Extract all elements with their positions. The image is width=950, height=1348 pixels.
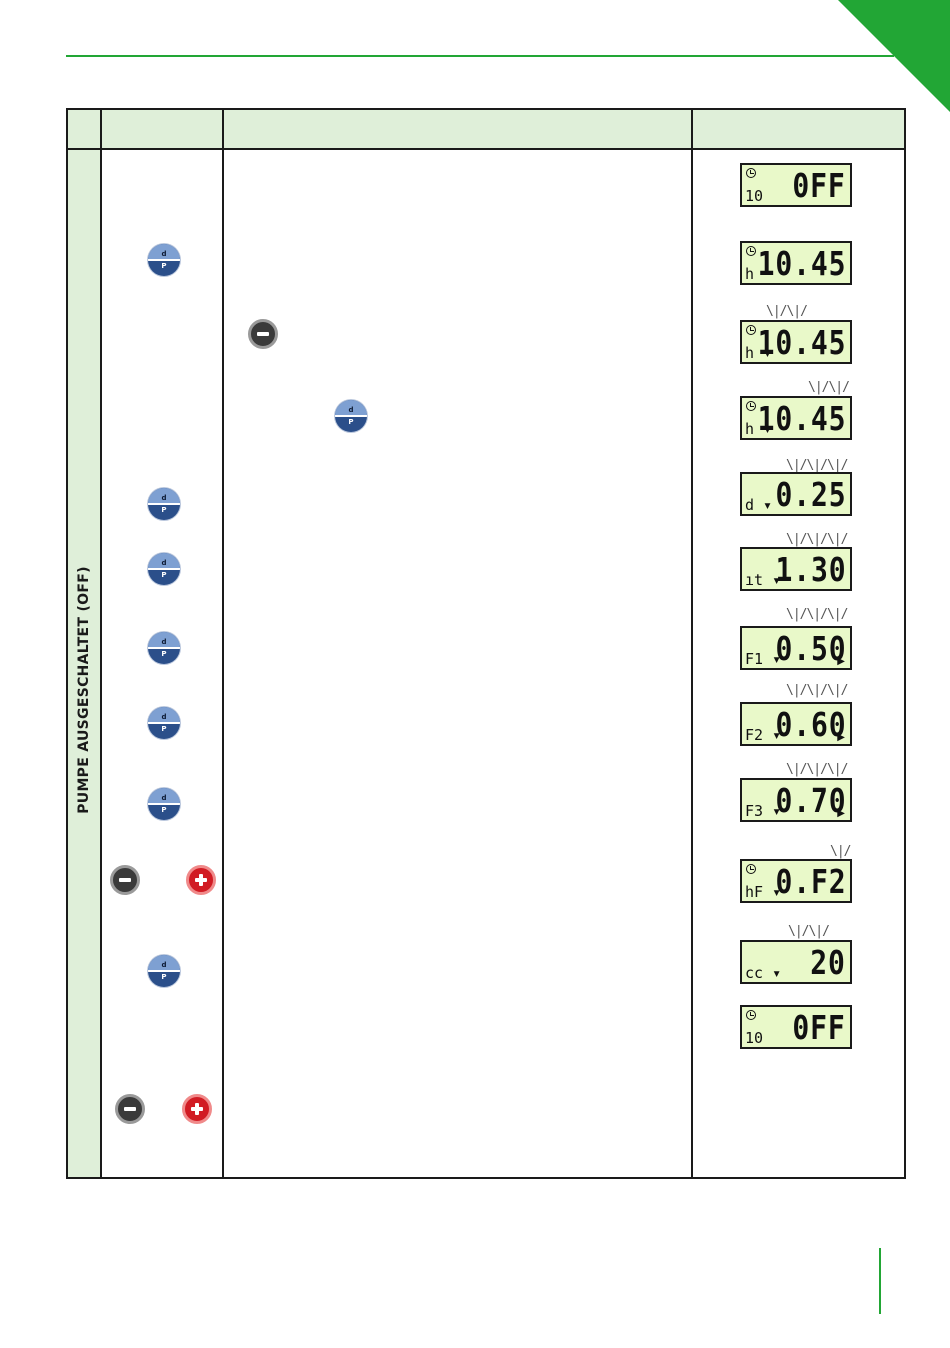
lcd-display: F1 ▾ 0.50 ▶ — [740, 626, 852, 670]
lcd-display: h ▾ 10.45 — [740, 396, 852, 440]
plus-button-icon — [186, 865, 216, 895]
lcd-display: 10 0FF — [740, 1005, 852, 1049]
lcd-display: F3 ▾ 0.70 ▶ — [740, 778, 852, 822]
blink-marker: \|/\|/ — [788, 924, 830, 939]
lcd-display: h 10.45 — [740, 241, 852, 285]
arrow-icon: ▶ — [837, 656, 845, 667]
clock-icon — [746, 325, 756, 335]
footer-rule — [879, 1248, 881, 1314]
lcd-display: 10 0FF — [740, 163, 852, 207]
minus-button-icon — [248, 319, 278, 349]
column-divider — [691, 110, 693, 1177]
side-label: PUMPE AUSGESCHALTET (OFF) — [76, 566, 92, 814]
minus-button-icon — [115, 1094, 145, 1124]
column-divider — [100, 110, 102, 1177]
blink-marker: \|/\|/\|/ — [786, 607, 848, 622]
lcd-display: cc ▾ 20 — [740, 940, 852, 984]
clock-icon — [746, 401, 756, 411]
lcd-display: h ▾ 10.45 — [740, 320, 852, 364]
header-rule — [66, 55, 894, 57]
blink-marker: \|/\|/\|/ — [786, 532, 848, 547]
column-divider — [222, 110, 224, 1177]
clock-icon — [746, 1010, 756, 1020]
lcd-display: ıt ▾ 1.30 — [740, 547, 852, 591]
blink-marker: \|/ — [830, 844, 852, 859]
lcd-display: d ▾ 0.25 — [740, 472, 852, 516]
blink-marker: \|/\|/\|/ — [786, 683, 848, 698]
side-column: PUMPE AUSGESCHALTET (OFF) — [68, 150, 100, 1177]
blink-marker: \|/\|/ — [766, 304, 808, 319]
arrow-icon: ▶ — [837, 808, 845, 819]
blink-marker: \|/\|/ — [808, 380, 850, 395]
table-header — [68, 110, 904, 150]
lcd-display: hF ▾ 0.F2 — [740, 859, 852, 903]
clock-icon — [746, 864, 756, 874]
blink-marker: \|/\|/\|/ — [786, 458, 848, 473]
clock-icon — [746, 246, 756, 256]
blink-marker: \|/\|/\|/ — [786, 762, 848, 777]
lcd-display: F2 ▾ 0.60 ▶ — [740, 702, 852, 746]
minus-button-icon — [110, 865, 140, 895]
plus-button-icon — [182, 1094, 212, 1124]
arrow-icon: ▶ — [837, 732, 845, 743]
clock-icon — [746, 168, 756, 178]
